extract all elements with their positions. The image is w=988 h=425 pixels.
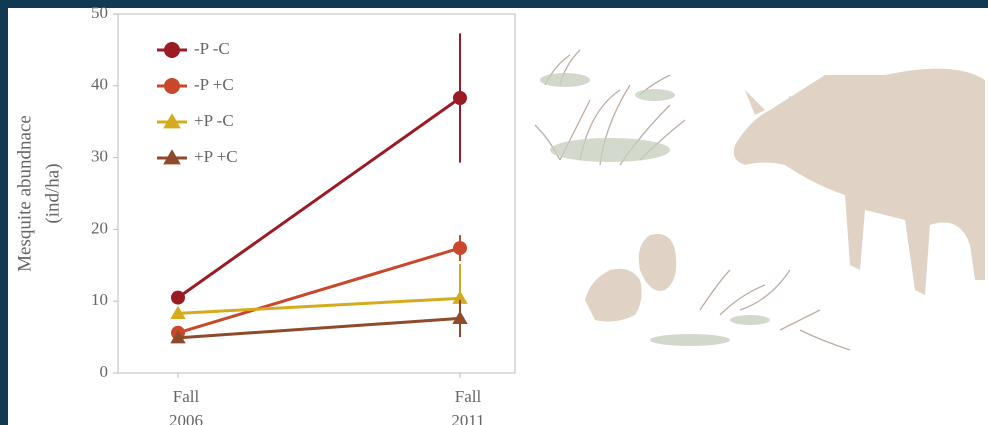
marker: [453, 241, 467, 255]
legend-label: -P +C: [194, 75, 234, 94]
y-tick-label: 0: [100, 362, 109, 381]
x-tick-label: Fall 2006: [146, 385, 226, 425]
marker: [171, 291, 185, 305]
y-tick-label: 10: [91, 290, 108, 309]
y-tick-label: 20: [91, 218, 108, 237]
legend-label: +P -C: [194, 111, 234, 130]
y-axis-label: Mesquite abundnace: [14, 115, 35, 272]
legend-label: -P -C: [194, 39, 230, 58]
chart: 0 10 20 30 40 50 Mesquite abundnace (ind/ha) -P …: [0, 0, 988, 425]
series-line: [178, 298, 460, 313]
page: 0 10 20 30 40 50 Mesquite abundnace (ind/ha) -P …: [0, 0, 988, 425]
marker: [164, 42, 180, 58]
marker: [164, 78, 180, 94]
y-tick-label: 30: [91, 147, 108, 166]
y-tick-label: 40: [91, 75, 108, 94]
marker: [453, 91, 467, 105]
legend-label: +P +C: [194, 147, 238, 166]
y-axis-label: (ind/ha): [42, 163, 63, 223]
y-tick-label: 50: [91, 3, 108, 22]
x-tick-label: Fall 2011: [428, 385, 508, 425]
